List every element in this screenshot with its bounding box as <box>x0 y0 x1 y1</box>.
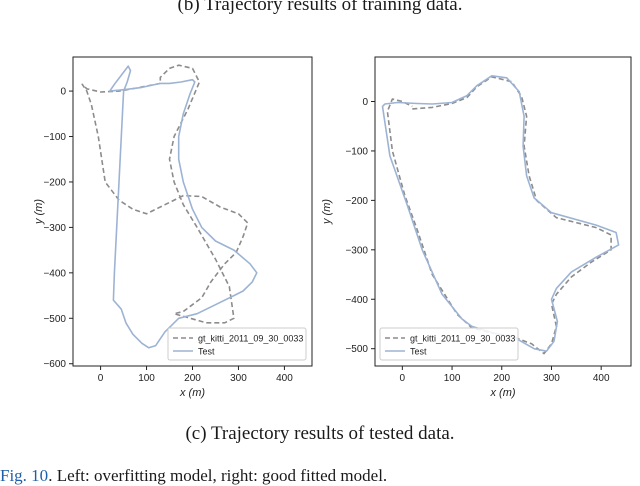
x-tick-label: 300 <box>543 373 560 384</box>
legend-label: gt_kitti_2011_09_30_0033 <box>198 334 303 344</box>
chart-2: 0 100 200 300 400 0 −100 −200 −300 −400 −500 x (m) y… <box>321 56 632 399</box>
y-tick-label: −600 <box>43 359 66 370</box>
caption-bottom: (c) Trajectory results of tested data. <box>185 423 455 444</box>
plot-frame <box>374 56 632 367</box>
y-tick-label: 0 <box>362 97 368 108</box>
legend-box <box>379 327 519 361</box>
y-tick-label: −300 <box>345 245 368 256</box>
x-tick-label: 0 <box>98 373 104 384</box>
figure-label: Fig. 10 <box>0 466 49 485</box>
y-tick-label: −200 <box>345 196 368 207</box>
legend-label: Test <box>198 347 215 357</box>
y-tick-label: −100 <box>43 132 66 143</box>
x-tick-label: 0 <box>400 373 406 384</box>
legend-box <box>167 327 307 361</box>
figure-caption: Fig. 10. Left: overfitting model, right:… <box>0 466 640 486</box>
series-test-line <box>109 65 258 349</box>
x-tick-label: 200 <box>184 373 201 384</box>
series-ground-truth-line <box>81 64 249 324</box>
y-tick-label: −500 <box>345 344 368 355</box>
legend: gt_kitti_2011_09_30_0033 Test <box>379 327 519 361</box>
caption-top: (b) Trajectory results of training data. <box>177 0 463 15</box>
x-tick-label: 100 <box>138 373 155 384</box>
legend-label: gt_kitti_2011_09_30_0033 <box>410 334 515 344</box>
x-tick-label: 100 <box>444 373 461 384</box>
x-axis-label: x (m) <box>179 387 205 399</box>
y-tick-label: −400 <box>345 295 368 306</box>
x-tick-label: 400 <box>593 373 610 384</box>
figure-caption-text: . Left: overfitting model, right: good f… <box>48 466 388 485</box>
x-tick-label: 400 <box>276 373 293 384</box>
y-tick-label: −200 <box>43 177 66 188</box>
y-tick-label: −400 <box>43 268 66 279</box>
y-tick-label: −300 <box>43 223 66 234</box>
x-tick-label: 300 <box>230 373 247 384</box>
series-test-line <box>381 75 620 353</box>
legend-label: Test <box>410 347 427 357</box>
x-tick-label: 200 <box>493 373 510 384</box>
y-tick-label: −500 <box>43 314 66 325</box>
legend: gt_kitti_2011_09_30_0033 Test <box>167 327 307 361</box>
chart-1: 0 100 200 300 400 0 −100 −200 −300 −400 −500 −600 x … <box>33 56 313 399</box>
y-axis-label: y (m) <box>321 199 333 225</box>
series-ground-truth-line <box>386 76 612 355</box>
y-tick-label: 0 <box>60 87 66 98</box>
y-tick-label: −100 <box>345 146 368 157</box>
x-axis-label: x (m) <box>489 387 515 399</box>
y-axis-label: y (m) <box>33 199 45 225</box>
